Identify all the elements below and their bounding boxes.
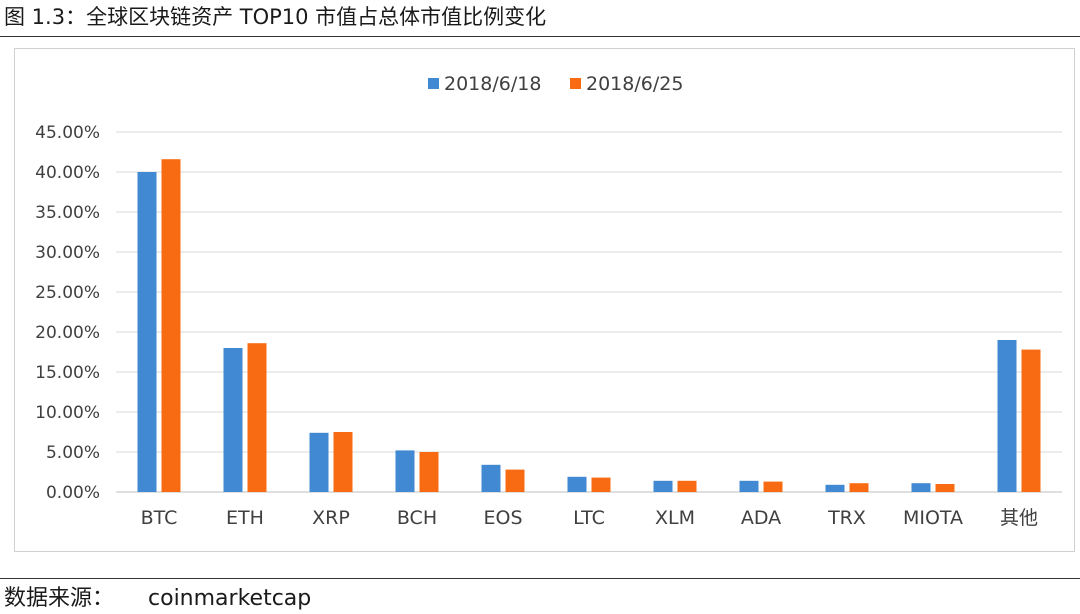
x-tick-label: TRX xyxy=(827,507,866,529)
bar-BCH-1 xyxy=(395,450,415,492)
legend-swatch xyxy=(570,78,581,89)
legend-label: 2018/6/18 xyxy=(444,73,541,95)
x-tick-label: XLM xyxy=(655,507,695,529)
bar-TRX-2 xyxy=(849,483,869,492)
bar-MIOTA-2 xyxy=(935,484,955,492)
figure-title: 图 1.3：全球区块链资产 TOP10 市值占总体市值比例变化 xyxy=(4,5,547,29)
data-source-value: coinmarketcap xyxy=(148,586,312,611)
x-tick-label: BTC xyxy=(141,507,178,529)
bar-ETH-2 xyxy=(247,343,267,492)
y-tick-label: 5.00% xyxy=(46,443,100,463)
y-tick-label: 40.00% xyxy=(35,163,100,183)
bar-EOS-1 xyxy=(481,464,501,492)
x-tick-label: 其他 xyxy=(1000,507,1038,529)
legend: 2018/6/18 2018/6/25 xyxy=(428,73,683,95)
x-tick-label: ETH xyxy=(226,507,264,529)
x-tick-label: EOS xyxy=(483,507,522,529)
x-tick-label: ADA xyxy=(741,507,781,529)
y-tick-label: 30.00% xyxy=(35,243,100,263)
x-tick-label: BCH xyxy=(397,507,437,529)
chart-frame xyxy=(14,48,1075,552)
y-tick-label: 45.00% xyxy=(35,123,100,143)
bar-BTC-2 xyxy=(161,159,181,492)
bar-XLM-1 xyxy=(653,480,673,492)
y-tick-label: 10.00% xyxy=(35,403,100,423)
y-axis-ticks: 0.00% 5.00% 10.00% 15.00% 20.00% 25.00% 30.00%… xyxy=(35,123,100,503)
y-tick-label: 35.00% xyxy=(35,203,100,223)
x-tick-label: XRP xyxy=(312,507,350,529)
bar-XLM-2 xyxy=(677,480,697,492)
bar-TRX-1 xyxy=(825,484,845,492)
y-tick-label: 0.00% xyxy=(46,483,100,503)
bar-XRP-2 xyxy=(333,432,353,492)
x-tick-label: LTC xyxy=(573,507,605,529)
legend-swatch xyxy=(428,78,439,89)
y-tick-label: 15.00% xyxy=(35,363,100,383)
bar-BCH-2 xyxy=(419,452,439,492)
bar-LTC-1 xyxy=(567,476,587,492)
bar-BTC-1 xyxy=(137,172,157,492)
bar-其他-1 xyxy=(997,340,1017,492)
bar-MIOTA-1 xyxy=(911,483,931,492)
bar-LTC-2 xyxy=(591,477,611,492)
source-rule xyxy=(0,578,1080,579)
gridlines xyxy=(116,131,1062,493)
x-tick-label: MIOTA xyxy=(903,507,963,529)
bar-ADA-1 xyxy=(739,480,759,492)
title-rule xyxy=(0,36,1080,37)
data-source-label: 数据来源： xyxy=(4,586,115,611)
data-source-line: 数据来源： coinmarketcap xyxy=(4,584,311,614)
legend-label: 2018/6/25 xyxy=(586,73,683,95)
bars xyxy=(137,159,1041,492)
bar-ETH-1 xyxy=(223,348,243,492)
y-tick-label: 25.00% xyxy=(35,283,100,303)
x-axis-ticks: BTC ETH XRP BCH EOS LTC XLM ADA TRX MIOTA 其他 xyxy=(141,507,1038,529)
bar-XRP-1 xyxy=(309,432,329,492)
y-tick-label: 20.00% xyxy=(35,323,100,343)
bar-其他-2 xyxy=(1021,349,1041,492)
bar-EOS-2 xyxy=(505,469,525,492)
bar-ADA-2 xyxy=(763,481,783,492)
